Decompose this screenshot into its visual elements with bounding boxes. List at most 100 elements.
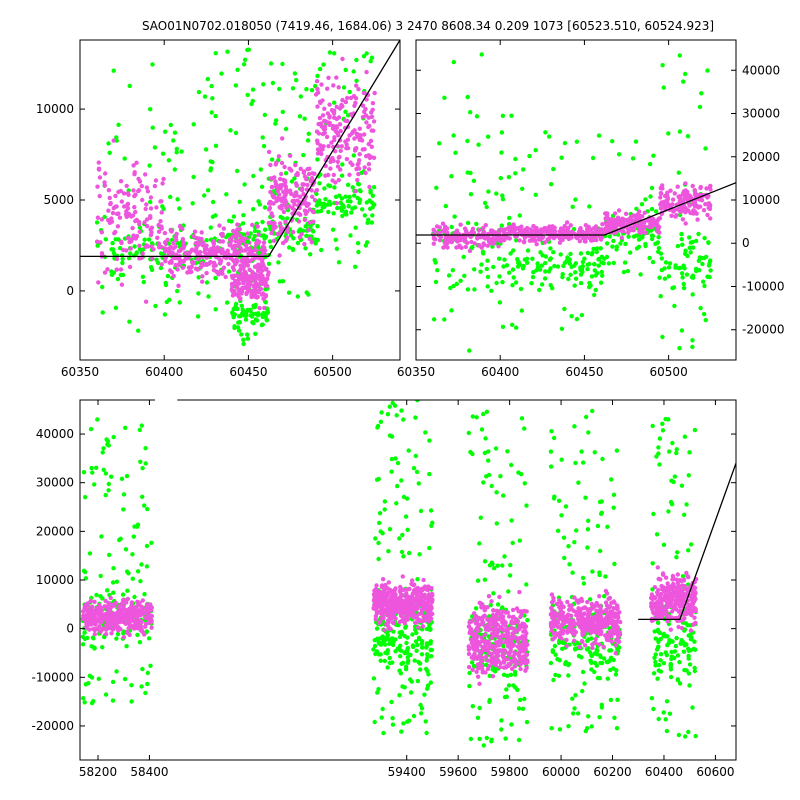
data-point-b xyxy=(282,202,287,208)
data-point-a xyxy=(140,274,146,279)
data-point-a xyxy=(418,667,423,672)
data-point-b xyxy=(594,608,599,613)
data-point-a xyxy=(702,235,707,241)
data-point-b xyxy=(463,244,468,250)
data-point-b xyxy=(148,195,154,200)
data-point-a xyxy=(583,495,588,500)
data-point-b xyxy=(309,240,314,245)
data-point-b xyxy=(320,113,326,118)
data-point-a xyxy=(395,622,400,628)
data-point-a xyxy=(387,637,392,642)
data-point-b xyxy=(237,268,243,273)
data-point-a xyxy=(563,504,569,509)
data-point-a xyxy=(522,481,527,486)
data-point-a xyxy=(110,240,115,246)
data-point-b xyxy=(515,644,520,649)
data-point-b xyxy=(119,199,125,204)
data-point-a xyxy=(139,423,144,428)
data-point-a xyxy=(666,274,672,279)
data-point-b xyxy=(253,264,258,269)
data-point-b xyxy=(103,632,109,637)
data-point-a xyxy=(143,690,148,696)
data-point-b xyxy=(362,109,367,115)
data-point-a xyxy=(626,234,631,239)
data-point-b xyxy=(683,205,688,210)
data-point-a xyxy=(433,279,439,285)
data-point-b xyxy=(322,106,327,112)
data-point-a xyxy=(568,251,573,257)
data-point-a xyxy=(393,649,398,654)
data-point-a xyxy=(698,305,703,311)
data-point-a xyxy=(288,233,294,238)
data-point-a xyxy=(543,269,548,274)
data-point-a xyxy=(551,166,556,172)
data-point-a xyxy=(111,566,116,571)
data-point-a xyxy=(372,719,377,725)
data-point-a xyxy=(449,308,454,313)
data-point-b xyxy=(294,172,299,178)
data-point-a xyxy=(332,100,337,105)
data-point-a xyxy=(243,317,249,322)
data-point-a xyxy=(517,538,522,543)
data-point-b xyxy=(682,196,688,201)
data-point-a xyxy=(566,276,571,282)
data-point-a xyxy=(172,130,178,135)
data-point-b xyxy=(93,622,98,627)
data-point-a xyxy=(111,68,116,73)
data-point-b xyxy=(242,269,248,274)
data-point-b xyxy=(692,204,698,209)
data-point-b xyxy=(598,237,604,242)
data-point-a xyxy=(228,128,233,133)
data-point-b xyxy=(148,227,153,232)
data-point-a xyxy=(130,552,135,557)
data-point-a xyxy=(210,96,215,101)
data-point-a xyxy=(252,233,257,239)
data-point-b xyxy=(478,601,484,606)
data-point-a xyxy=(586,637,591,642)
data-point-b xyxy=(287,153,293,158)
data-point-a xyxy=(589,274,595,279)
data-point-b xyxy=(259,292,265,297)
data-point-b xyxy=(149,625,154,630)
data-point-b xyxy=(572,638,577,643)
data-point-a xyxy=(601,656,607,661)
data-point-a xyxy=(415,577,420,582)
data-point-a xyxy=(375,636,380,641)
data-point-b xyxy=(283,219,288,224)
data-point-a xyxy=(381,730,386,736)
data-point-a xyxy=(504,687,509,692)
data-point-a xyxy=(298,94,303,99)
data-point-b xyxy=(591,231,596,236)
data-point-a xyxy=(551,677,556,683)
data-point-b xyxy=(191,261,196,266)
data-point-b xyxy=(522,622,527,627)
data-point-b xyxy=(557,598,562,603)
data-point-a xyxy=(385,412,391,417)
data-point-a xyxy=(400,532,405,538)
data-point-a xyxy=(290,246,296,252)
data-point-a xyxy=(483,436,488,441)
data-point-a xyxy=(594,246,600,251)
data-point-a xyxy=(482,577,488,582)
data-point-b xyxy=(609,639,614,644)
data-point-a xyxy=(121,631,126,636)
data-point-a xyxy=(225,300,230,305)
data-point-b xyxy=(106,600,111,606)
data-point-b xyxy=(106,208,111,213)
data-point-b xyxy=(587,610,592,615)
data-point-b xyxy=(135,603,140,608)
data-point-b xyxy=(340,56,345,62)
data-point-a xyxy=(295,240,301,246)
data-point-b xyxy=(389,598,394,603)
data-point-a xyxy=(142,237,147,242)
data-point-b xyxy=(307,220,312,225)
data-point-a xyxy=(410,632,415,637)
data-point-b xyxy=(274,160,279,165)
data-point-a xyxy=(590,155,596,161)
data-point-a xyxy=(494,490,499,495)
data-point-b xyxy=(400,574,405,579)
data-point-a xyxy=(513,156,518,162)
data-point-b xyxy=(132,170,137,175)
data-point-b xyxy=(140,598,145,603)
x-tick-label: 60400 xyxy=(481,365,519,379)
